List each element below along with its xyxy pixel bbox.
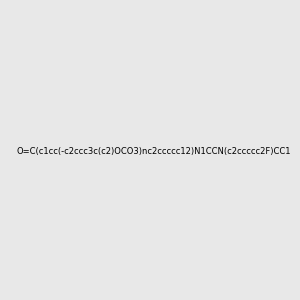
Text: O=C(c1cc(-c2ccc3c(c2)OCO3)nc2ccccc12)N1CCN(c2ccccc2F)CC1: O=C(c1cc(-c2ccc3c(c2)OCO3)nc2ccccc12)N1C…	[16, 147, 291, 156]
